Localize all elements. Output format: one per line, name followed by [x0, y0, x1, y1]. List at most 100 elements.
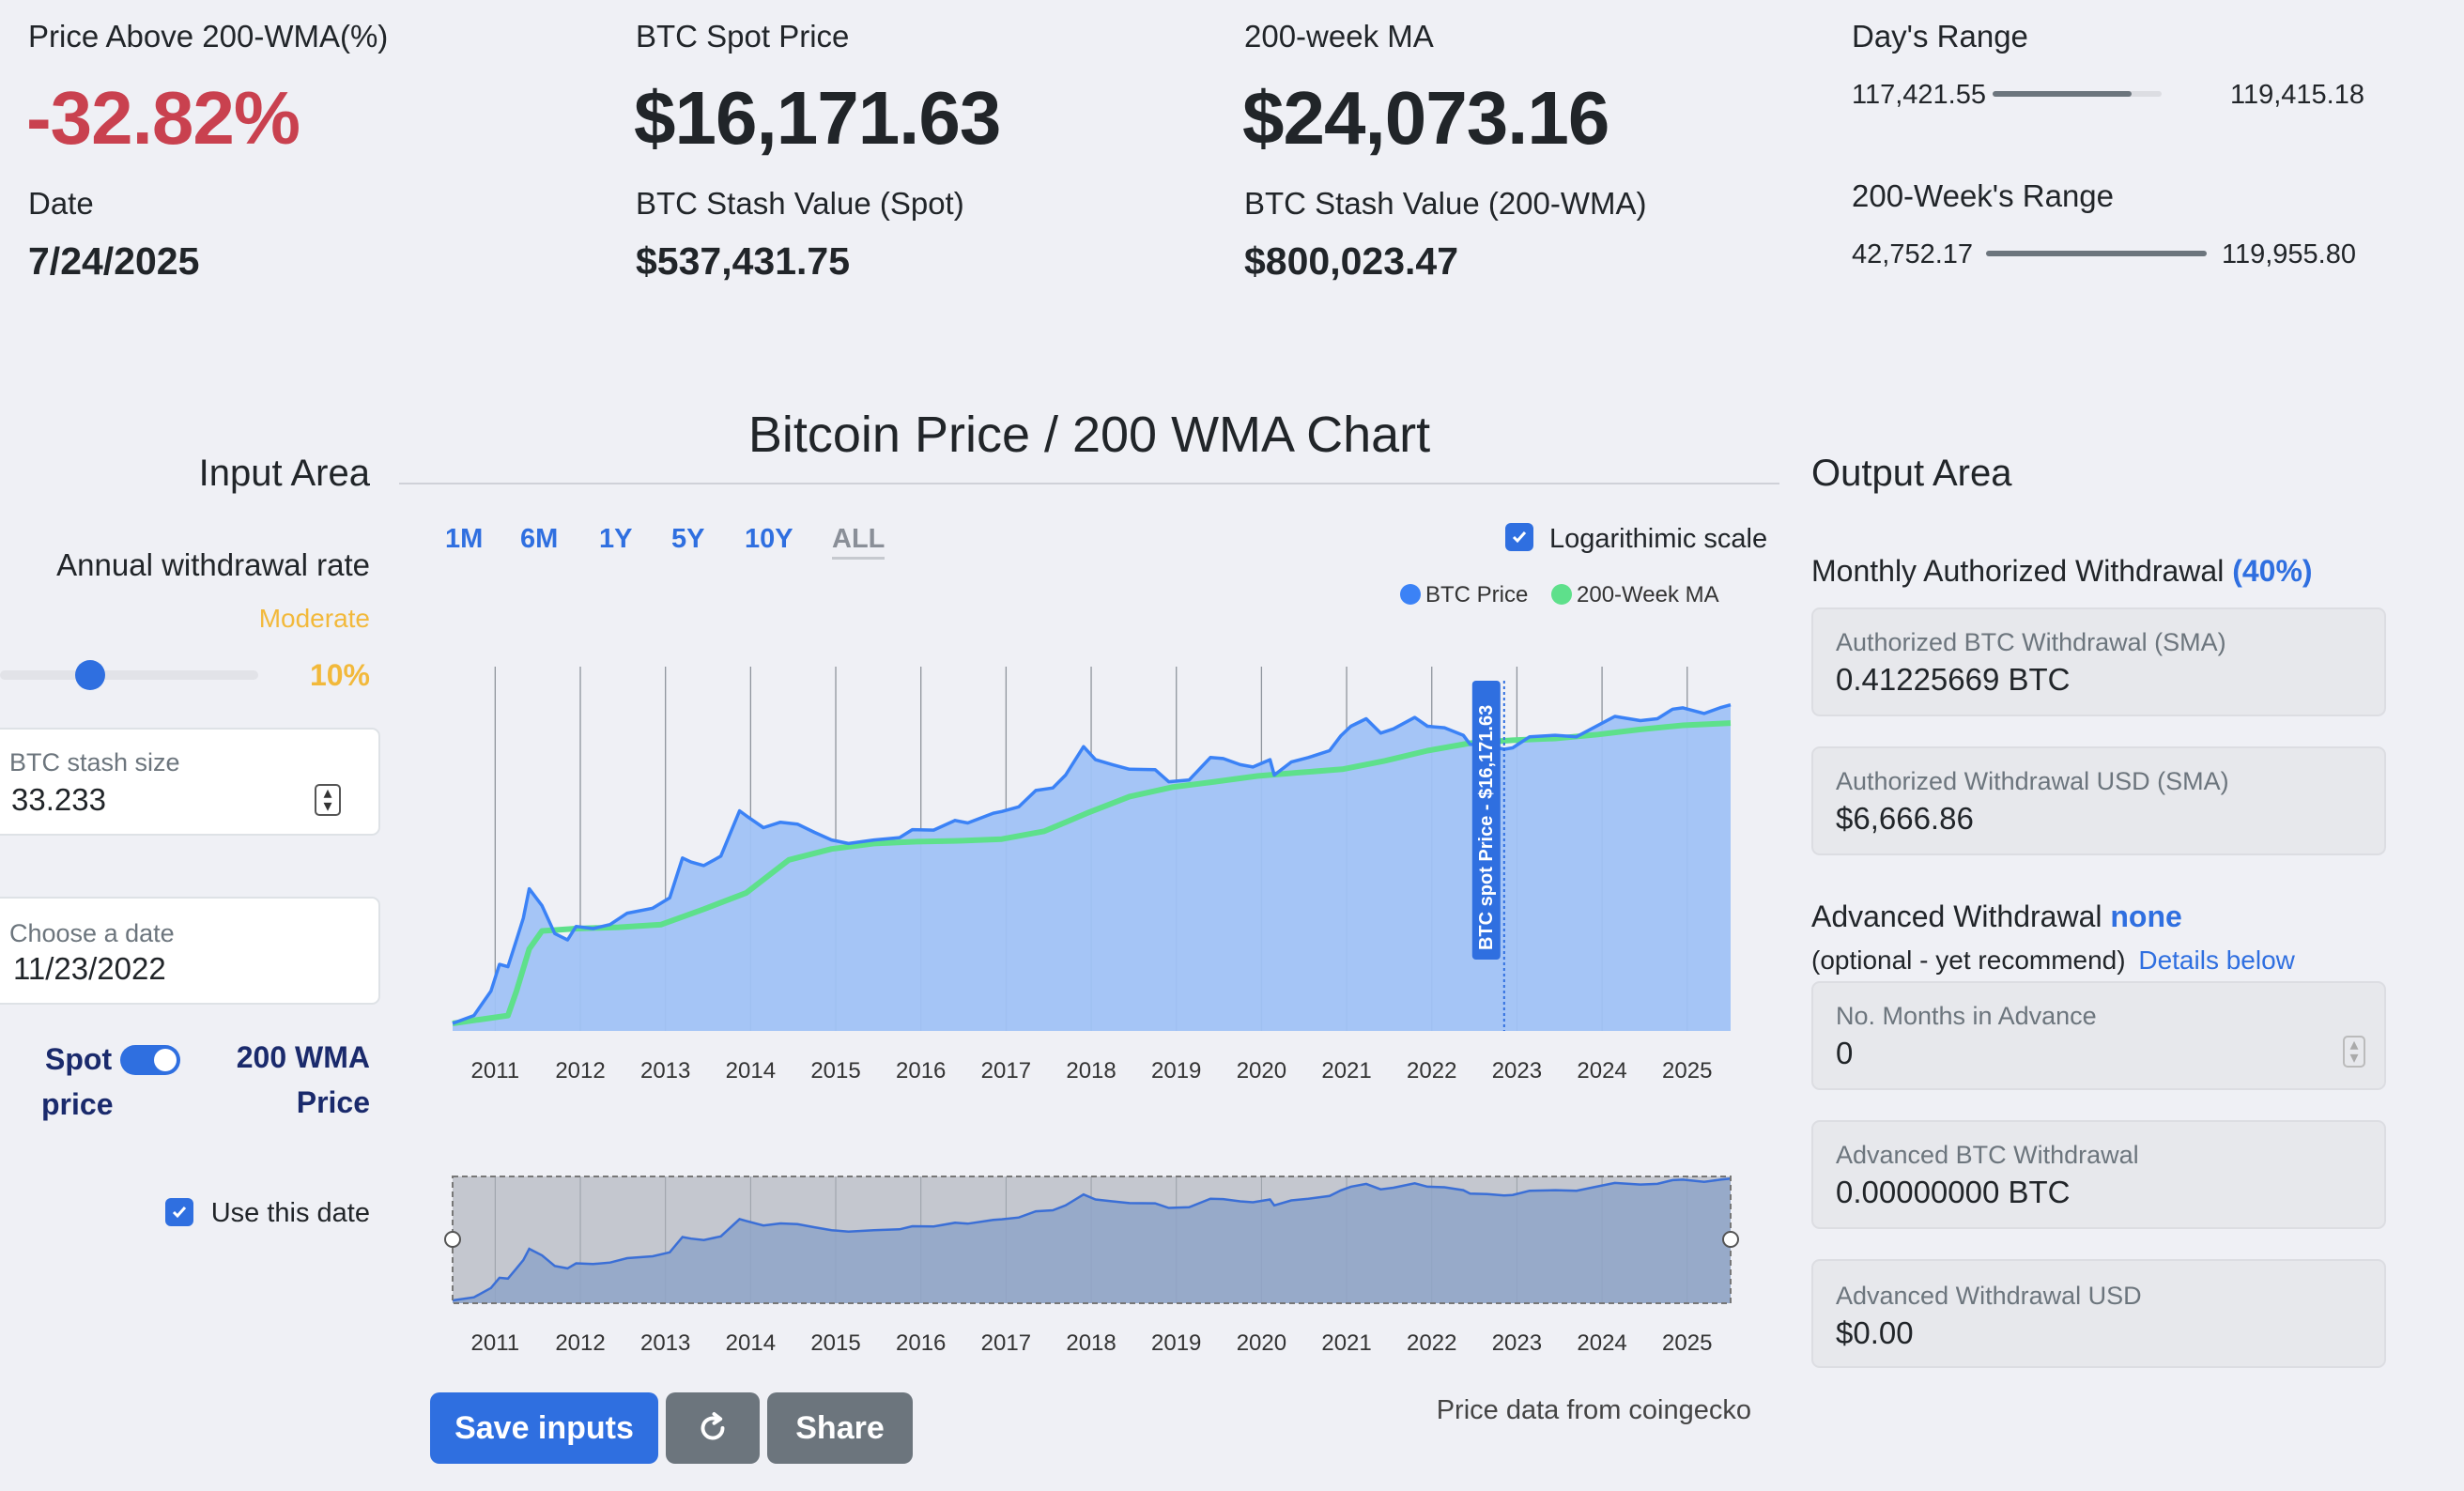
months-advance-label: No. Months in Advance [1836, 1002, 2097, 1030]
spot-price-value: $16,171.63 [634, 76, 1001, 160]
chart-title-divider [399, 483, 1779, 484]
navigator-tick-label: 2022 [1407, 1330, 1456, 1356]
advanced-usd-output: Advanced Withdrawal USD $0.00 [1811, 1259, 2386, 1368]
advanced-usd-value: $0.00 [1836, 1315, 1914, 1350]
legend-label: 200-Week MA [1577, 582, 1719, 607]
advanced-note: (optional - yet recommend) Details below [1811, 945, 2295, 976]
x-tick-label: 2011 [471, 1058, 520, 1084]
advanced-withdrawal-label: Advanced Withdrawal [1811, 899, 2102, 933]
navigator-handle-right[interactable] [1722, 1231, 1739, 1248]
timeframe-all[interactable]: ALL [832, 524, 886, 560]
spot-marker-label: BTC spot Price - $16,171.63 [1476, 705, 1497, 950]
navigator-area [453, 1178, 1731, 1303]
day-range-fill [1993, 91, 2132, 97]
navigator-tick-label: 2025 [1662, 1330, 1712, 1356]
x-tick-label: 2022 [1407, 1058, 1456, 1084]
navigator-tick-label: 2018 [1066, 1330, 1116, 1356]
x-tick-label: 2018 [1066, 1058, 1116, 1084]
legend-label: BTC Price [1425, 582, 1528, 607]
x-tick-label: 2015 [810, 1058, 860, 1084]
x-tick-label: 2017 [981, 1058, 1031, 1084]
check-icon [1512, 531, 1527, 544]
months-advance-field[interactable]: No. Months in Advance 0 ▴ ▾ [1811, 981, 2386, 1090]
toggle-spot-label-2: price [41, 1087, 114, 1121]
btc-withdrawal-label: Authorized BTC Withdrawal (SMA) [1836, 628, 2226, 656]
navigator-tick-label: 2012 [555, 1330, 605, 1356]
rate-value: 10% [309, 658, 370, 692]
navigator-line [452, 1176, 1732, 1302]
day-range-bar [1993, 91, 2162, 97]
navigator-handle-left[interactable] [444, 1231, 461, 1248]
months-stepper-icon[interactable]: ▴ ▾ [2343, 1036, 2365, 1068]
date-picker-label: Choose a date [9, 919, 175, 947]
withdrawal-rate-label: Annual withdrawal rate [56, 547, 370, 582]
output-area-title: Output Area [1811, 453, 2012, 494]
timeframe-5y[interactable]: 5Y [671, 524, 705, 554]
stash-spot-label: BTC Stash Value (Spot) [636, 186, 964, 221]
legend-marker [1551, 584, 1572, 605]
save-inputs-button[interactable]: Save inputs [430, 1392, 658, 1464]
btc-stash-value[interactable]: 33.233 [11, 782, 106, 817]
use-date-checkbox[interactable] [165, 1198, 193, 1226]
week-range-label: 200-Week's Range [1852, 178, 2115, 213]
usd-withdrawal-output: Authorized Withdrawal USD (SMA) $6,666.8… [1811, 746, 2386, 855]
navigator-tick-label: 2015 [810, 1330, 860, 1356]
day-range-label: Day's Range [1852, 19, 2028, 54]
navigator-tick-label: 2024 [1577, 1330, 1626, 1356]
timeframe-10y[interactable]: 10Y [745, 524, 793, 554]
price-above-value: -32.82% [26, 76, 300, 160]
date-picker-field[interactable]: Choose a date 11/23/2022 [0, 897, 380, 1005]
log-scale-checkbox[interactable] [1505, 523, 1533, 551]
use-date-label: Use this date [210, 1198, 370, 1228]
monthly-withdrawal-pct: (40%) [2232, 554, 2313, 588]
week-range-fill [1986, 251, 2207, 256]
price-toggle-switch[interactable] [120, 1045, 180, 1075]
usd-withdrawal-value: $6,666.86 [1836, 801, 1974, 836]
details-below-link[interactable]: Details below [2138, 945, 2295, 975]
week-range-high: 119,955.80 [2222, 239, 2356, 269]
navigator-tick-label: 2020 [1237, 1330, 1286, 1356]
refresh-button[interactable] [666, 1392, 760, 1464]
withdrawal-rate-slider[interactable] [0, 660, 258, 690]
navigator-tick-label: 2021 [1321, 1330, 1371, 1356]
btc-price-area [453, 704, 1731, 1031]
months-advance-value[interactable]: 0 [1836, 1036, 1854, 1070]
navigator-tick-label: 2019 [1151, 1330, 1201, 1356]
timeframe-1m[interactable]: 1M [445, 524, 484, 554]
timeframe-6m[interactable]: 6M [520, 524, 559, 554]
advanced-btc-value: 0.00000000 BTC [1836, 1175, 2071, 1209]
toggle-wma-label-2: Price [296, 1085, 370, 1119]
navigator-tick-label: 2013 [640, 1330, 690, 1356]
price-above-label: Price Above 200-WMA(%) [28, 19, 389, 54]
spot-price-label: BTC Spot Price [636, 19, 850, 54]
legend-marker [1400, 584, 1421, 605]
advanced-withdrawal-heading: Advanced Withdrawal none [1811, 899, 2182, 934]
wma-label: 200-week MA [1244, 19, 1434, 54]
monthly-withdrawal-heading: Monthly Authorized Withdrawal (40%) [1811, 554, 2313, 589]
btc-stash-field[interactable]: BTC stash size 33.233 ▴ ▾ [0, 728, 380, 836]
monthly-withdrawal-label: Monthly Authorized Withdrawal [1811, 554, 2225, 588]
date-picker-value[interactable]: 11/23/2022 [13, 951, 166, 986]
navigator-tick-label: 2014 [726, 1330, 776, 1356]
stash-stepper-icon[interactable]: ▴ ▾ [315, 784, 341, 816]
x-tick-label: 2013 [640, 1058, 690, 1084]
toggle-spot-label-1: Spot [45, 1042, 113, 1076]
advanced-usd-label: Advanced Withdrawal USD [1836, 1282, 2142, 1310]
x-tick-label: 2021 [1321, 1058, 1371, 1084]
input-area-title: Input Area [198, 453, 370, 494]
advanced-btc-label: Advanced BTC Withdrawal [1836, 1141, 2139, 1169]
x-tick-label: 2019 [1151, 1058, 1201, 1084]
slider-thumb[interactable] [75, 660, 106, 690]
data-source-label: Price data from coingecko [1436, 1395, 1751, 1425]
optional-text: (optional - yet recommend) [1811, 945, 2126, 975]
share-button[interactable]: Share [767, 1392, 913, 1464]
risk-label: Moderate [258, 604, 370, 633]
btc-withdrawal-output: Authorized BTC Withdrawal (SMA) 0.412256… [1811, 607, 2386, 716]
advanced-btc-output: Advanced BTC Withdrawal 0.00000000 BTC [1811, 1120, 2386, 1229]
spot-marker-badge [1471, 681, 1501, 960]
date-label: Date [28, 186, 94, 221]
x-tick-label: 2024 [1577, 1058, 1626, 1084]
navigator-tick-label: 2011 [471, 1330, 520, 1356]
day-range-low: 117,421.55 [1852, 80, 1986, 110]
timeframe-1y[interactable]: 1Y [599, 524, 633, 554]
